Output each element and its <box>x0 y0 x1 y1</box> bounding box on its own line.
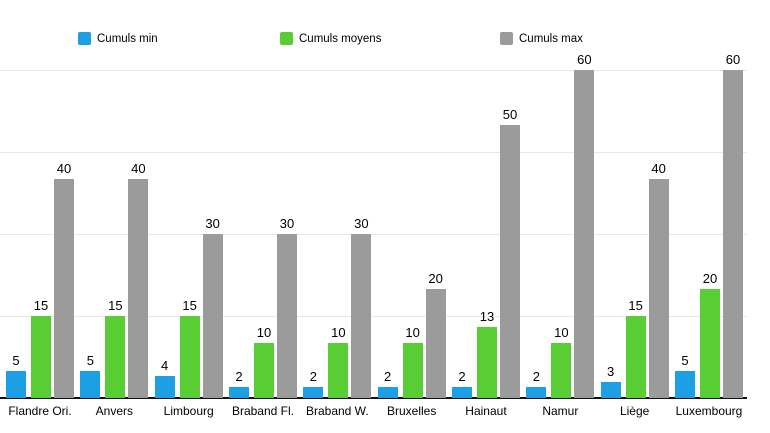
bar-cumuls-moyens-braband-w <box>328 343 349 398</box>
legend-item-cumuls-max[interactable]: Cumuls max <box>500 32 583 45</box>
bar-cumuls-max-braband-fl <box>276 234 297 398</box>
x-axis-label-braband-fl: Braband Fl. <box>231 404 295 418</box>
x-axis-label-luxembourg: Luxembourg <box>675 404 743 418</box>
bar-cumuls-min-li-ge <box>600 381 621 398</box>
bar-value-label: 40 <box>651 161 666 177</box>
bar-cumuls-max-namur <box>574 70 595 398</box>
legend-label-cumuls-moyens: Cumuls moyens <box>299 32 382 45</box>
x-axis-labels: Flandre Ori. Anvers Limbourg Braband Fl. Bra… <box>0 404 747 420</box>
bar-value-label: 10 <box>554 325 569 341</box>
bar-value-label: 15 <box>108 298 123 313</box>
bar-value-label: 20 <box>428 270 443 286</box>
bar-group-hainaut: 2 13 50 <box>451 70 520 398</box>
x-axis-label-li-ge: Liège <box>619 404 650 418</box>
plot-area: 5 15 40 5 15 40 4 15 30 2 10 30 2 10 30 2 10 20 2 13 50 2 10 60… <box>0 53 747 399</box>
bar-cumuls-min-braband-w <box>303 387 324 398</box>
bar-cumuls-max-li-ge <box>648 179 669 398</box>
bar-value-label: 10 <box>405 325 420 341</box>
x-axis-label-hainaut: Hainaut <box>465 404 507 418</box>
bar-group-braband-fl: 2 10 30 <box>228 70 297 398</box>
bar-cumuls-max-anvers <box>128 179 149 398</box>
bar-cumuls-max-hainaut <box>499 124 520 398</box>
bar-value-label: 13 <box>479 308 495 324</box>
bar-group-anvers: 5 15 40 <box>80 70 149 398</box>
bar-value-label: 15 <box>182 298 197 313</box>
legend-label-cumuls-max: Cumuls max <box>519 32 583 45</box>
bar-value-label: 2 <box>384 369 392 385</box>
bar-group-luxembourg: 5 20 60 <box>674 53 743 398</box>
bar-value-label: 40 <box>56 161 72 177</box>
bar-cumuls-max-braband-w <box>351 234 372 398</box>
bar-cumuls-min-flandre-ori <box>6 370 26 398</box>
gridline-60 <box>0 70 747 71</box>
bar-value-label: 30 <box>279 216 295 231</box>
bar-cumuls-moyens-bruxelles <box>402 343 423 398</box>
bar-value-label: 2 <box>235 369 243 385</box>
bar-cumuls-min-limbourg <box>154 376 175 398</box>
legend-swatch-moyens <box>280 32 293 45</box>
bar-cumuls-max-luxembourg <box>722 70 743 398</box>
bar-cumuls-min-bruxelles <box>377 387 398 398</box>
bar-value-label: 2 <box>309 369 317 385</box>
bar-value-label: 4 <box>161 358 169 374</box>
bar-value-label: 5 <box>681 352 689 368</box>
bar-cumuls-moyens-hainaut <box>476 326 497 398</box>
bar-group-namur: 2 10 60 <box>526 53 595 398</box>
x-axis-line <box>0 397 747 399</box>
bar-cumuls-min-anvers <box>80 370 101 398</box>
legend-label-cumuls-min: Cumuls min <box>97 32 158 45</box>
bar-value-label: 15 <box>33 298 49 313</box>
bar-value-label: 40 <box>131 161 146 177</box>
bar-value-label: 2 <box>532 369 540 385</box>
bar-cumuls-moyens-flandre-ori <box>31 316 51 398</box>
bar-cumuls-min-braband-fl <box>228 387 249 398</box>
bar-value-label: 3 <box>607 363 615 379</box>
bar-cumuls-moyens-limbourg <box>179 316 200 398</box>
legend-item-cumuls-min[interactable]: Cumuls min <box>78 32 158 45</box>
legend-swatch-max <box>500 32 513 45</box>
bar-value-label: 5 <box>12 352 20 368</box>
bar-cumuls-moyens-anvers <box>105 316 126 398</box>
bar-cumuls-moyens-luxembourg <box>699 288 720 398</box>
bar-cumuls-moyens-braband-fl <box>253 343 274 398</box>
bar-value-label: 5 <box>86 352 94 368</box>
x-axis-label-limbourg: Limbourg <box>163 404 214 418</box>
bar-group-li-ge: 3 15 40 <box>600 70 669 398</box>
x-axis-label-flandre-ori: Flandre Ori. <box>8 404 72 418</box>
bar-cumuls-max-bruxelles <box>425 288 446 398</box>
bar-value-label: 50 <box>502 106 518 122</box>
bar-group-limbourg: 4 15 30 <box>154 70 223 398</box>
bar-cumuls-min-luxembourg <box>674 370 695 398</box>
bar-value-label: 20 <box>702 270 718 286</box>
bar-value-label: 10 <box>331 325 346 341</box>
bar-value-label: 10 <box>256 325 272 341</box>
bar-cumuls-max-flandre-ori <box>54 179 74 398</box>
gridline-15 <box>0 316 747 317</box>
bar-group-braband-w: 2 10 30 <box>303 70 372 398</box>
bar-cumuls-moyens-li-ge <box>625 316 646 398</box>
bar-value-label: 15 <box>628 298 643 313</box>
bar-value-label: 2 <box>458 369 466 385</box>
gridline-45 <box>0 152 747 153</box>
bar-value-label: 30 <box>354 216 369 231</box>
bar-value-label: 30 <box>205 216 220 231</box>
bar-group-bruxelles: 2 10 20 <box>377 70 446 398</box>
legend-item-cumuls-moyens[interactable]: Cumuls moyens <box>280 32 381 45</box>
bar-cumuls-min-namur <box>526 387 547 398</box>
x-axis-label-bruxelles: Bruxelles <box>386 404 437 418</box>
x-axis-label-braband-w: Braband W. <box>305 404 369 418</box>
bar-group-flandre-ori: 5 15 40 <box>6 70 74 398</box>
bar-value-label: 60 <box>725 52 741 67</box>
bar-cumuls-min-hainaut <box>451 387 472 398</box>
legend-swatch-min <box>78 32 91 45</box>
bar-value-label: 60 <box>577 52 592 67</box>
gridline-30 <box>0 234 747 235</box>
bar-cumuls-max-limbourg <box>202 234 223 398</box>
bar-cumuls-moyens-namur <box>551 343 572 398</box>
x-axis-label-anvers: Anvers <box>95 404 134 418</box>
x-axis-label-namur: Namur <box>542 404 579 418</box>
